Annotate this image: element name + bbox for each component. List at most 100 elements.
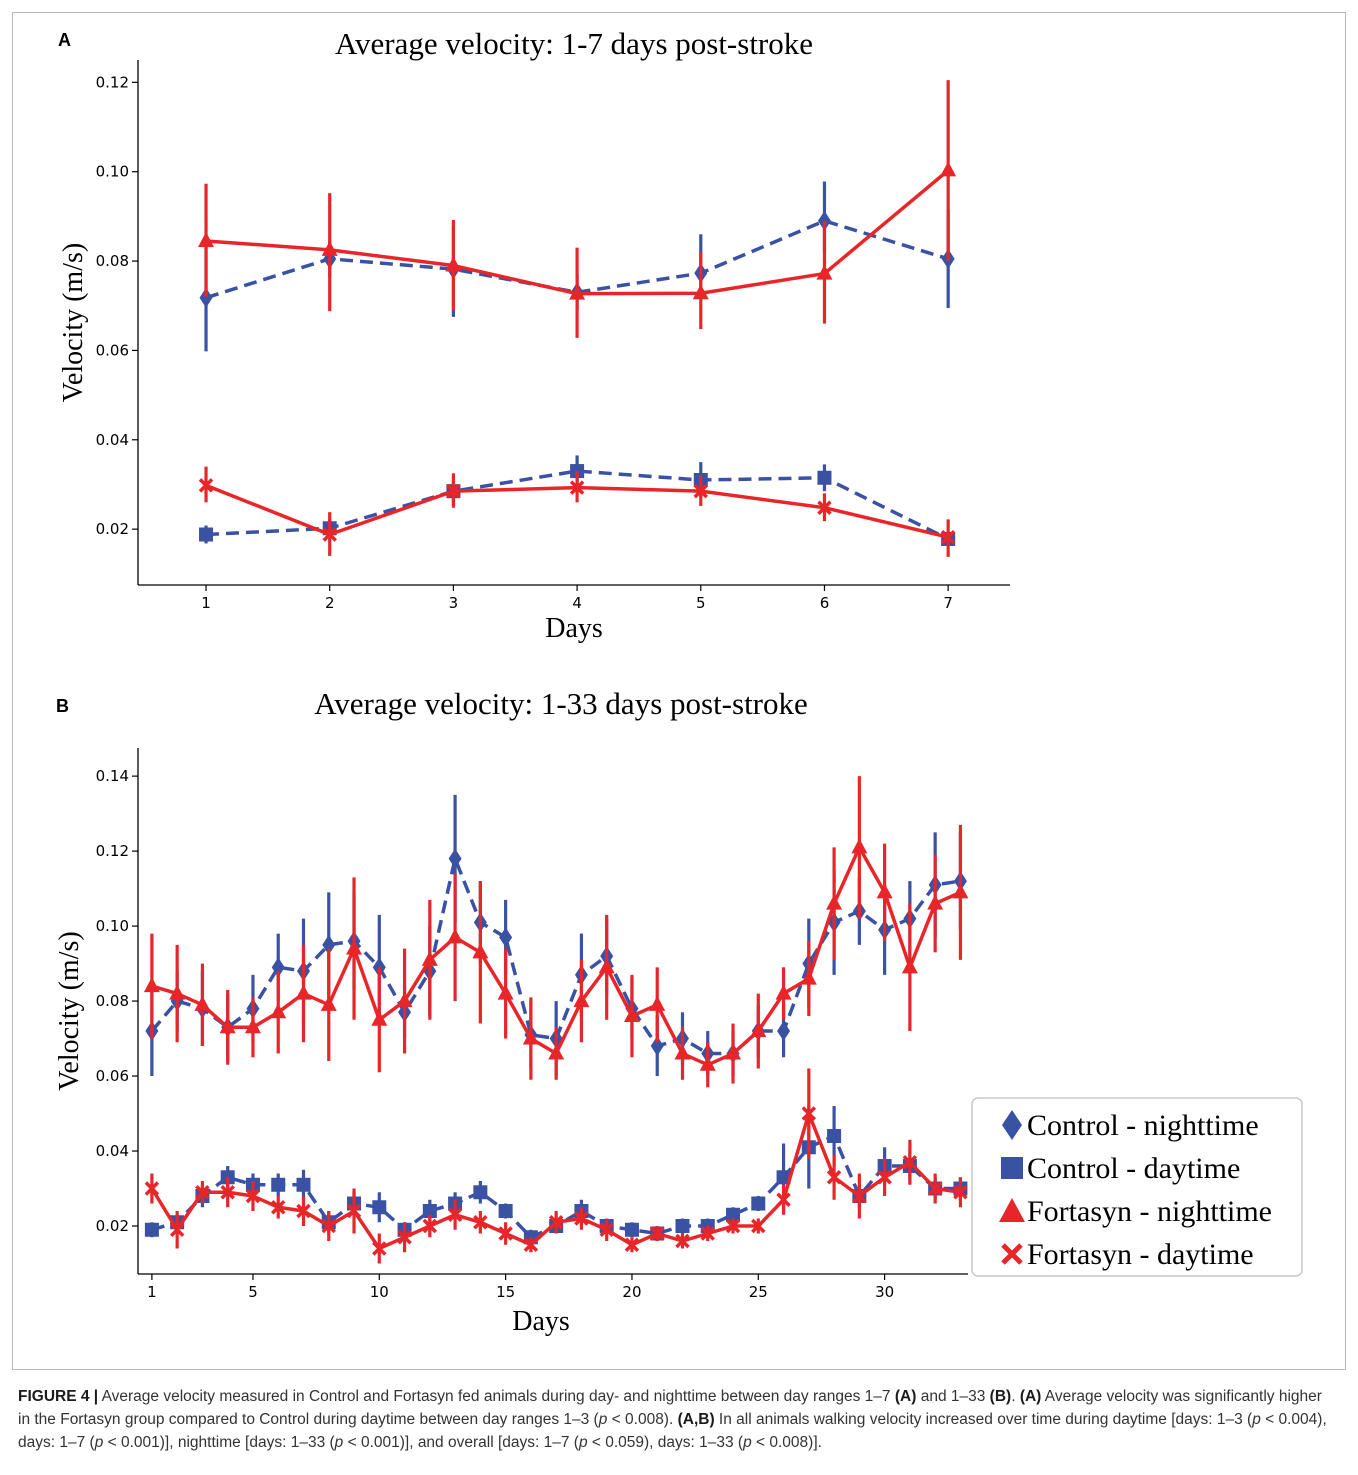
figure-svg: A B Average velocity: 1-7 days post-stro… (54, 26, 1303, 1337)
legend-label: Fortasyn - nighttime (1027, 1195, 1272, 1228)
panel-b-data-point (573, 992, 590, 1008)
panel-b-title: Average velocity: 1-33 days post-stroke (314, 686, 808, 721)
panel-a-ytick-label: 0.10 (96, 163, 129, 181)
legend-triangle-icon (999, 1198, 1025, 1222)
legend-diamond-icon (1002, 1110, 1022, 1140)
panel-b-xtick-label: 10 (370, 1283, 389, 1301)
panel-b-data-point (675, 1219, 690, 1234)
panel-b-data-point (270, 1003, 287, 1019)
legend-box (971, 1097, 1303, 1277)
panel-b-data-point (574, 1211, 589, 1226)
panel-b-xtick-label: 30 (875, 1283, 894, 1301)
chart-panel-b: Average velocity: 1-33 days post-stroke 0… (54, 686, 969, 1337)
chart-panel-a: Average velocity: 1-7 days post-stroke 0.… (58, 26, 1010, 644)
panel-b-ytick-label: 0.04 (96, 1142, 129, 1160)
panel-b-data-point (421, 950, 438, 966)
panel-b-data-point (422, 1204, 437, 1219)
panel-b-data-point (725, 1044, 742, 1060)
panel-a-data-point (199, 527, 214, 542)
panel-b-data-point (320, 995, 337, 1011)
panel-b-data-point (927, 1181, 943, 1196)
panel-b-data-point (750, 1022, 767, 1038)
panel-b-data-point (877, 1170, 892, 1185)
legend-item-fortasyn-nighttime: Fortasyn - nighttime (999, 1195, 1272, 1228)
panel-b-data-point (144, 1181, 160, 1196)
panel-b-data-point (195, 1185, 210, 1200)
panel-a-data-point (198, 478, 214, 493)
panel-b-data-point (523, 1237, 539, 1252)
panel-a-xtick-label: 4 (572, 594, 582, 612)
legend-x-icon (1001, 1243, 1023, 1265)
panel-b-data-point (143, 977, 160, 993)
legend-label: Fortasyn - daytime (1027, 1238, 1254, 1271)
panel-b-x-axis-label: Days (512, 1306, 570, 1337)
panel-a-data-point (199, 287, 213, 308)
panel-b-data-point (624, 1237, 640, 1252)
panel-b-data-point (699, 1055, 716, 1071)
panel-b-ytick-label: 0.02 (96, 1217, 129, 1235)
panel-b-data-point (346, 1203, 362, 1219)
panel-b-data-point (952, 883, 969, 899)
panel-b-data-point (473, 1185, 488, 1200)
panel-a-letter: A (58, 30, 71, 50)
panel-b-data-point (447, 928, 464, 944)
panel-b-data-point (498, 1226, 513, 1241)
panel-b-data-point (548, 1215, 564, 1230)
panel-b-data-point (674, 1044, 691, 1060)
panel-b-data-point (700, 1226, 715, 1241)
legend-label: Control - daytime (1027, 1152, 1240, 1185)
panel-a-ytick-label: 0.06 (96, 341, 129, 359)
panel-b-data-point (296, 1177, 311, 1192)
panel-a-ytick-label: 0.08 (96, 252, 129, 270)
panel-a-data-point (321, 240, 338, 256)
panel-b-data-point (219, 1018, 236, 1034)
figure-frame (12, 12, 1346, 1370)
panel-a-xtick-label: 1 (201, 594, 211, 612)
panel-b-xtick-label: 5 (248, 1283, 258, 1301)
panel-b-data-point (649, 1226, 665, 1241)
panel-b-letter: B (56, 696, 69, 716)
panel-a-y-axis-label: Velocity (m/s) (58, 243, 89, 402)
panel-b-data-point (827, 1129, 842, 1144)
caption-label: FIGURE 4 | (18, 1388, 99, 1405)
panel-b-data-point (598, 958, 615, 974)
panel-a-data-point (198, 231, 215, 247)
panel-b-data-point (498, 1204, 513, 1219)
panel-a-xtick-label: 6 (820, 594, 830, 612)
panel-b-data-point (751, 1196, 766, 1211)
panel-b-data-point (548, 1044, 565, 1060)
panel-b-data-point (801, 1106, 817, 1121)
panel-b-data-point (776, 1192, 791, 1208)
panel-b-data-point (396, 992, 413, 1008)
panel-b-data-point (775, 984, 792, 1000)
panel-b-data-point (144, 1222, 159, 1237)
panel-b-data-point (800, 969, 817, 985)
panel-b-data-point (851, 838, 868, 854)
panel-b-data-point (321, 1218, 336, 1234)
panel-b-data-point (372, 1200, 387, 1215)
panel-b-data-point (826, 894, 843, 910)
panel-b-xtick-label: 15 (496, 1283, 515, 1301)
panel-a-data-point (817, 500, 832, 515)
panel-b-data-point (776, 1170, 791, 1185)
panel-a-data-point (445, 256, 462, 272)
panel-b-data-point (726, 1207, 741, 1222)
panel-b-ytick-label: 0.12 (96, 842, 129, 860)
panel-a-x-axis-label: Days (545, 613, 603, 644)
panel-b-xtick-label: 25 (749, 1283, 768, 1301)
panel-b-ytick-label: 0.08 (96, 992, 129, 1010)
panel-b-data-point (473, 1215, 488, 1230)
panel-b-data-point (852, 1188, 867, 1204)
panel-a-xtick-label: 2 (325, 594, 335, 612)
panel-b-ytick-label: 0.14 (96, 767, 129, 785)
panel-b-data-point (599, 1222, 614, 1237)
panel-b-data-point (322, 934, 336, 955)
panel-a-xtick-label: 3 (449, 594, 459, 612)
panel-a-data-point (693, 483, 709, 499)
panel-a-title: Average velocity: 1-7 days post-stroke (335, 26, 813, 61)
panel-a-data-point (816, 264, 833, 280)
panel-b-series-fortasyn-nighttime (143, 776, 969, 1088)
panel-b-data-point (902, 1155, 918, 1170)
panel-b-ytick-label: 0.10 (96, 917, 129, 935)
panel-b-data-point (397, 1230, 412, 1245)
